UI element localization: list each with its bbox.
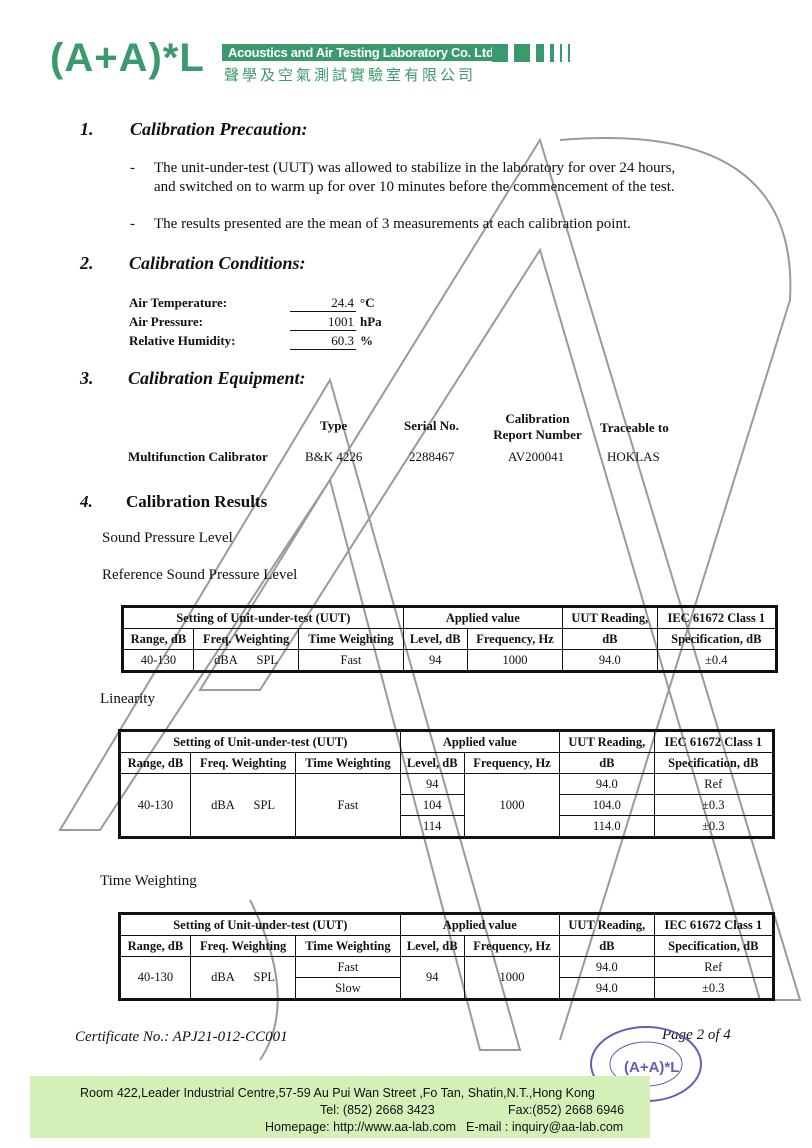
precaution-line: The results presented are the mean of 3 … — [154, 216, 631, 232]
equipment-header: Calibration Report Number — [493, 411, 582, 442]
subheading: Sound Pressure Level — [102, 530, 233, 546]
subheading: Reference Sound Pressure Level — [102, 567, 298, 583]
company-name-zh: 聲學及空氣測試實驗室有限公司 — [224, 66, 477, 84]
section-3-number: 3. — [80, 368, 94, 388]
reference-spl-table: Setting of Unit-under-test (UUT) Applied … — [121, 605, 778, 673]
svg-text:(A+A)*L: (A+A)*L — [624, 1059, 679, 1076]
footer-homepage[interactable]: Homepage: http://www.aa-lab.com — [265, 1120, 457, 1134]
footer-fax: Fax:(852) 2668 6946 — [508, 1103, 625, 1117]
condition-unit: °C — [360, 295, 375, 310]
equipment-header: Traceable to — [600, 420, 669, 435]
equipment-traceability: HOKLAS — [607, 449, 660, 464]
section-3-title: Calibration Equipment: — [128, 368, 306, 388]
bullet-dash: - — [130, 160, 135, 176]
section-1-number: 1. — [80, 119, 94, 139]
table-row: Slow 94.0 ±0.3 — [121, 977, 774, 999]
company-name-en: Acoustics and Air Testing Laboratory Co.… — [222, 44, 503, 61]
bullet-dash: - — [130, 216, 135, 232]
condition-value: 60.3 — [290, 333, 356, 350]
condition-unit: hPa — [360, 314, 382, 329]
condition-value: 24.4 — [290, 295, 356, 312]
linearity-table: Setting of Unit-under-test (UUT) Applied … — [118, 729, 775, 839]
logo-bars — [492, 44, 570, 62]
condition-label: Air Pressure: — [129, 314, 204, 329]
equipment-type: B&K 4226 — [305, 449, 363, 464]
company-logo: (A+A)*L — [50, 36, 205, 80]
table-row: 104 104.0 ±0.3 — [121, 794, 774, 816]
condition-label: Air Temperature: — [129, 295, 228, 310]
equipment-serial: 2288467 — [409, 449, 455, 464]
time-weighting-table: Setting of Unit-under-test (UUT) Applied … — [118, 912, 775, 1001]
section-1-title: Calibration Precaution: — [130, 119, 308, 139]
footer-address: Room 422,Leader Industrial Centre,57-59 … — [80, 1086, 595, 1100]
footer-band — [30, 1076, 650, 1138]
precaution-line: The unit-under-test (UUT) was allowed to… — [154, 160, 676, 176]
subheading: Time Weighting — [100, 873, 197, 889]
section-4-number: 4. — [80, 492, 93, 511]
section-2-number: 2. — [80, 253, 94, 273]
equipment-header: Serial No. — [404, 418, 459, 433]
certificate-number: Certificate No.: APJ21-012-CC001 — [75, 1029, 288, 1045]
equipment-header: Type — [320, 418, 348, 433]
table-row: 40-130 dBA SPL Fast 94 1000 94.0 Ref — [120, 956, 774, 999]
equipment-report: AV200041 — [508, 449, 565, 464]
condition-value: 1001 — [290, 314, 356, 331]
footer-email[interactable]: E-mail : inquiry@aa-lab.com — [466, 1120, 624, 1134]
page-number: Page 2 of 4 — [662, 1027, 731, 1043]
table-row: 40-130 dBA SPL Fast 94 1000 94.0 Ref — [120, 773, 774, 837]
subheading: Linearity — [100, 691, 155, 707]
table-row: 114 114.0 ±0.3 — [121, 815, 774, 837]
section-4-title: Calibration Results — [126, 492, 268, 511]
footer-tel: Tel: (852) 2668 3423 — [320, 1103, 435, 1117]
section-2-title: Calibration Conditions: — [129, 253, 306, 273]
equipment-name: Multifunction Calibrator — [128, 449, 268, 464]
table-row: 40-130 dBA SPL Fast 94 1000 94.0 ±0.4 — [123, 649, 777, 671]
lab-stamp: (A+A)*L — [590, 1026, 702, 1102]
condition-unit: % — [360, 333, 373, 348]
condition-label: Relative Humidity: — [129, 333, 236, 348]
precaution-line: and switched on to warm up for over 10 m… — [154, 179, 675, 195]
